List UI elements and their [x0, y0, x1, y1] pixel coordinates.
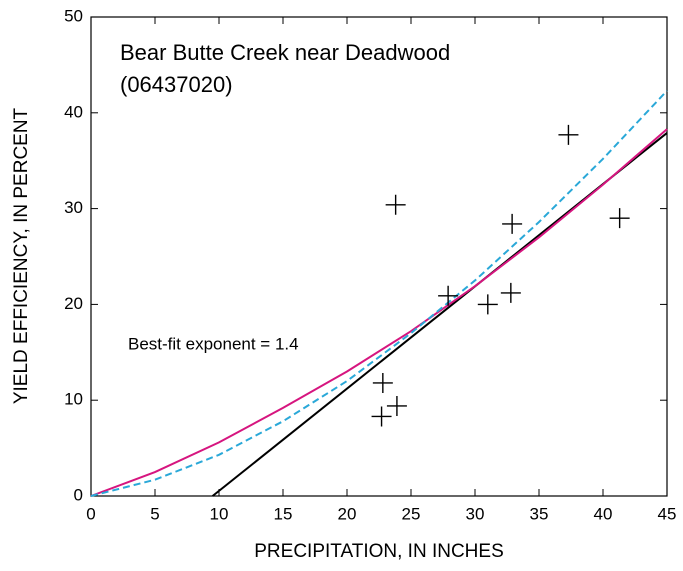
chart-subtitle: (06437020) — [120, 72, 233, 97]
data-point — [609, 208, 630, 229]
data-point — [385, 194, 406, 215]
y-tick-label: 50 — [64, 6, 83, 25]
x-axis-label: PRECIPITATION, IN INCHES — [254, 541, 504, 562]
x-tick-label: 45 — [658, 504, 677, 523]
x-tick-label: 35 — [530, 504, 549, 523]
x-tick-label: 15 — [274, 504, 293, 523]
annotation: Best-fit exponent = 1.4 — [128, 334, 299, 353]
y-tick-label: 10 — [64, 390, 83, 409]
y-tick-label: 20 — [64, 294, 83, 313]
y-tick-label: 40 — [64, 102, 83, 121]
x-tick-label: 5 — [150, 504, 159, 523]
data-point — [502, 213, 523, 234]
x-tick-label: 40 — [594, 504, 613, 523]
fit-line — [90, 90, 668, 497]
data-point — [386, 395, 407, 416]
y-axis-label: YIELD EFFICIENCY, IN PERCENT — [11, 107, 32, 404]
data-point — [477, 294, 498, 315]
y-tick-label: 0 — [74, 485, 83, 504]
x-tick-label: 30 — [466, 504, 485, 523]
x-tick-label: 20 — [338, 504, 357, 523]
data-point — [372, 372, 393, 393]
data-point — [558, 124, 579, 145]
chart-title: Bear Butte Creek near Deadwood — [120, 40, 450, 65]
x-tick-label: 25 — [402, 504, 421, 523]
data-point — [438, 285, 459, 306]
y-tick-label: 30 — [64, 198, 83, 217]
x-tick-label: 10 — [210, 504, 229, 523]
data-point — [371, 406, 392, 427]
x-tick-label: 0 — [86, 504, 95, 523]
data-point — [500, 282, 521, 303]
fit-line — [90, 128, 668, 497]
plot-frame — [90, 16, 668, 497]
